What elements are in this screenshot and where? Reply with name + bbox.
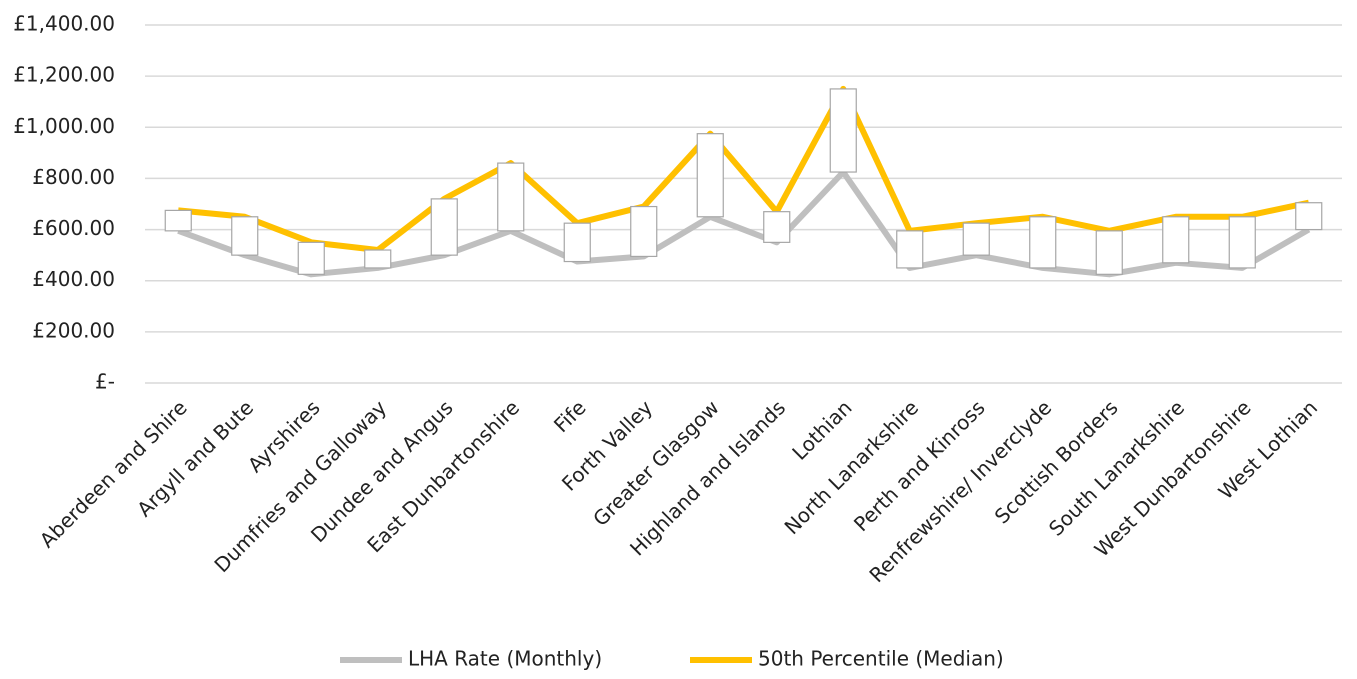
y-tick-label: £1,400.00 [13, 12, 115, 36]
up-down-bar [1162, 216, 1190, 264]
up-down-bar [497, 162, 525, 232]
y-tick-label: £400.00 [32, 267, 115, 291]
up-down-bar [962, 222, 990, 256]
x-tick-label: Fife [549, 395, 591, 437]
up-down-bar [763, 211, 791, 243]
x-tick-label: Argyll and Bute [132, 395, 258, 521]
up-down-bar [829, 88, 857, 173]
up-down-bar [630, 205, 658, 258]
up-down-bar [231, 216, 259, 256]
x-tick-label: Scottish Borders [990, 395, 1123, 528]
up-down-bar [1095, 230, 1123, 275]
up-down-bar [1029, 216, 1057, 269]
y-tick-label: £200.00 [32, 318, 115, 342]
up-down-bar [297, 241, 325, 275]
y-tick-label: £1,000.00 [13, 114, 115, 138]
y-tick-label: £800.00 [32, 165, 115, 189]
y-tick-label: £1,200.00 [13, 63, 115, 87]
x-tick-label: Greater Glasgow [588, 395, 723, 530]
up-down-bar [430, 198, 458, 256]
up-down-bar [1295, 202, 1323, 231]
series-line [177, 85, 1310, 254]
up-down-bar [896, 230, 924, 269]
up-down-bar [364, 249, 392, 269]
legend-label: LHA Rate (Monthly) [408, 647, 602, 671]
up-down-bar [696, 133, 724, 218]
legend-label: 50th Percentile (Median) [758, 647, 1004, 671]
up-down-bar [164, 209, 192, 232]
y-tick-label: £600.00 [32, 216, 115, 240]
up-down-bar [1228, 216, 1256, 269]
y-tick-label: £- [95, 370, 115, 394]
up-down-bar [563, 222, 591, 263]
